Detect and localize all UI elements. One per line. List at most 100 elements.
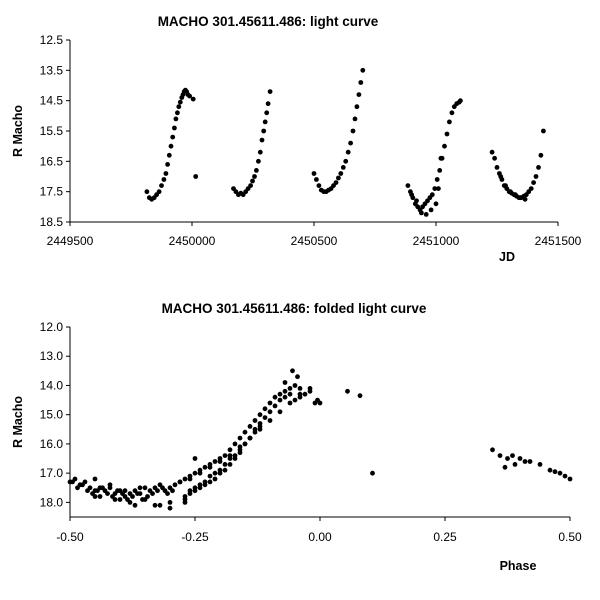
data-point [547, 467, 553, 473]
data-point [358, 80, 364, 85]
data-point [267, 418, 273, 423]
x-ticks: 2449500 2450000 2450500 2451000 2451500 [47, 222, 582, 248]
data-point [192, 485, 198, 491]
data-point [508, 189, 513, 195]
data-point [409, 192, 414, 198]
data-point [257, 149, 263, 155]
data-point [170, 134, 176, 140]
y-ticks: 12.5 13.5 14.5 15.5 16.5 17.5 18.5 [40, 33, 70, 229]
data-point [538, 152, 544, 158]
data-point [447, 119, 452, 125]
data-point [250, 178, 255, 184]
data-point [292, 397, 298, 403]
data-point [340, 165, 346, 170]
data-point [192, 456, 198, 461]
data-point [512, 462, 518, 467]
data-point [100, 485, 105, 491]
data-point [345, 388, 350, 394]
data-point [222, 453, 228, 458]
data-point [167, 505, 173, 511]
data-point [222, 467, 228, 473]
data-point [510, 453, 515, 458]
data-point [105, 491, 110, 496]
data-point [170, 488, 175, 494]
data-point [333, 180, 339, 186]
x-tick-label: 0.25 [433, 530, 457, 544]
y-tick-label: 12.0 [40, 320, 64, 334]
data-point [436, 186, 441, 192]
data-point [277, 391, 283, 397]
data-point [297, 386, 303, 391]
data-point [247, 435, 253, 441]
plot-area: 12.0 13.0 14.0 15.0 16.0 17.0 18.0 -0.50 -0.25 0… [40, 320, 582, 544]
data-point [295, 374, 300, 380]
data-point [262, 119, 268, 125]
y-tick-label: 12.5 [40, 33, 64, 47]
data-point [127, 500, 133, 505]
y-tick-label: 14.0 [40, 378, 64, 392]
data-point [345, 149, 351, 155]
data-point [267, 400, 273, 406]
data-point [212, 459, 218, 464]
y-axis-label: R Macho [11, 396, 25, 448]
data-point [567, 476, 573, 482]
data-point [242, 441, 248, 447]
data-point [272, 403, 278, 409]
data-point [172, 125, 177, 131]
y-tick-label: 16.0 [40, 437, 64, 451]
data-point [161, 177, 167, 182]
data-point [458, 98, 463, 104]
data-point [232, 441, 238, 447]
data-point [287, 391, 293, 397]
data-point [537, 462, 543, 467]
data-point [107, 482, 113, 488]
data-point [217, 459, 223, 464]
data-point [442, 143, 447, 149]
data-point [242, 429, 248, 435]
data-point [265, 101, 271, 107]
data-point [192, 470, 198, 476]
data-point [552, 469, 558, 475]
data-point [247, 424, 253, 429]
data-point [257, 424, 263, 429]
data-point [156, 189, 162, 195]
data-point [287, 386, 293, 391]
data-point [449, 110, 455, 116]
data-point [282, 388, 288, 394]
data-point [267, 89, 273, 94]
y-tick-label: 18.0 [40, 495, 64, 509]
data-point [497, 453, 503, 458]
data-point [428, 207, 434, 213]
data-point [187, 488, 193, 494]
data-point [494, 165, 500, 170]
data-point [190, 96, 196, 102]
data-point [227, 462, 233, 467]
data-point [172, 482, 178, 488]
data-point [531, 180, 536, 186]
data-point [160, 485, 165, 491]
data-point [167, 500, 173, 505]
data-point [517, 456, 523, 461]
data-point [117, 497, 123, 502]
data-point [434, 177, 440, 182]
data-point [437, 168, 443, 173]
data-point [97, 494, 103, 499]
x-axis-label: JD [499, 250, 515, 264]
light-curve-chart: MACHO 301.45611.486: light curve 12.5 13.… [11, 14, 582, 264]
x-tick-label: -0.25 [181, 530, 209, 544]
data-point [142, 497, 148, 502]
data-point [352, 116, 358, 122]
data-point [137, 485, 143, 491]
data-point [115, 488, 120, 494]
data-point [557, 470, 563, 476]
data-point [227, 447, 233, 453]
data-point [282, 380, 288, 385]
data-point [267, 409, 273, 415]
data-point [92, 494, 98, 499]
data-point [264, 110, 270, 116]
data-point [356, 92, 362, 97]
data-point [187, 476, 193, 482]
data-point [152, 502, 158, 508]
y-tick-label: 15.0 [40, 408, 64, 422]
data-point [262, 415, 268, 420]
